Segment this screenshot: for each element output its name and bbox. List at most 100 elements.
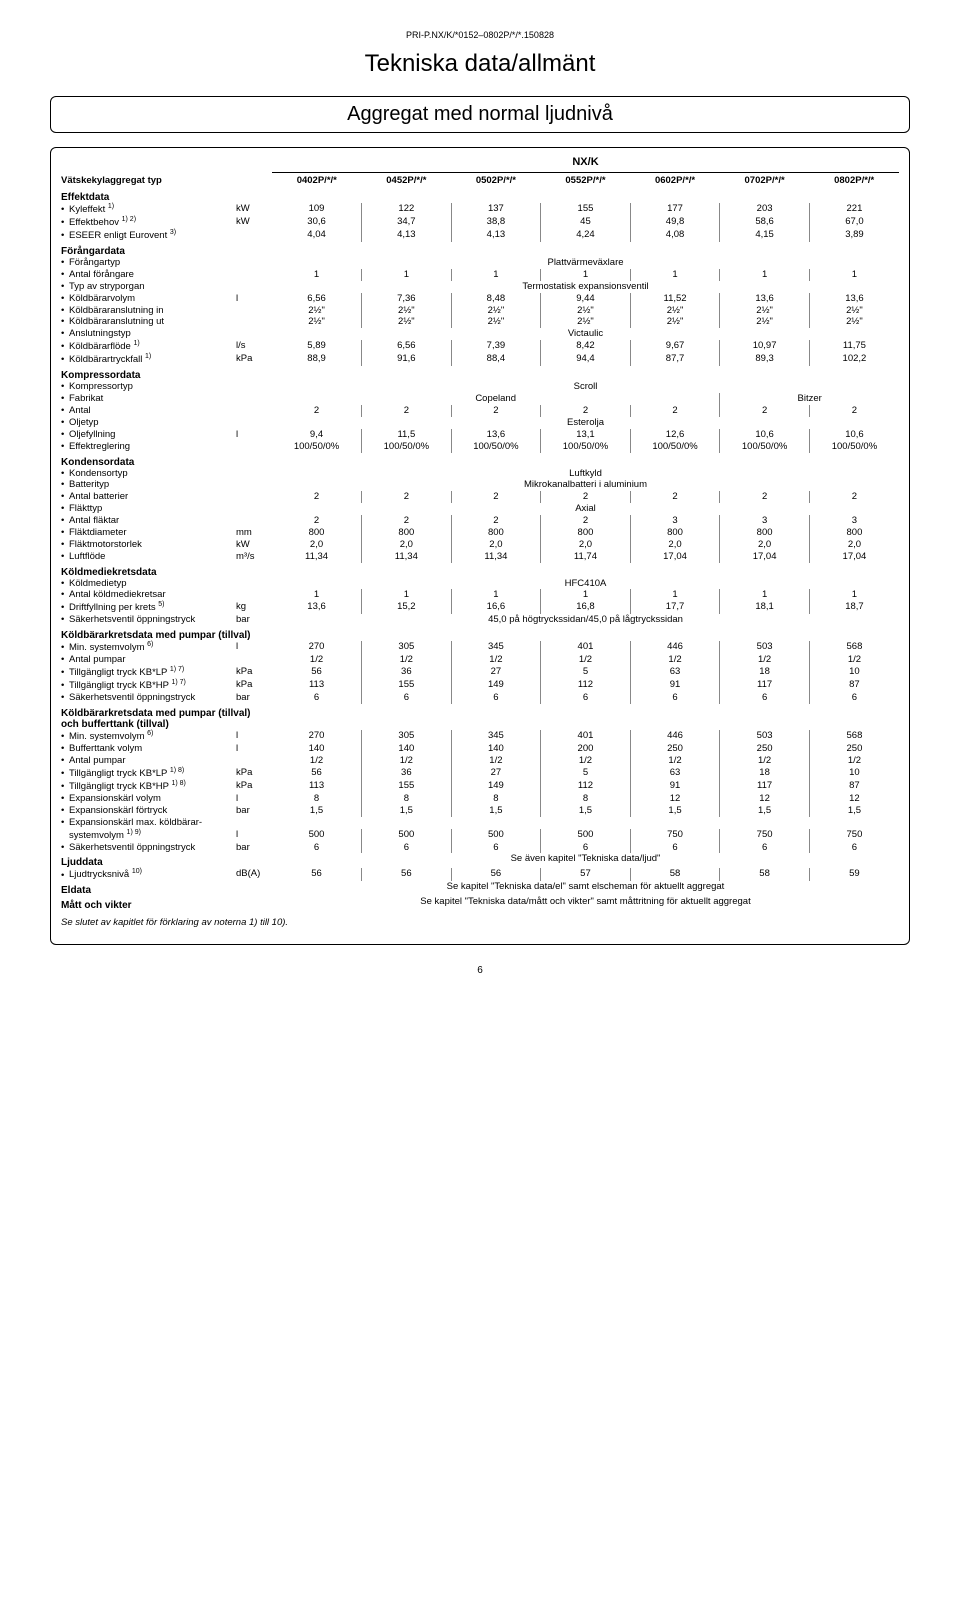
row-value: 1 xyxy=(720,269,810,281)
row-label: •Antal batterier xyxy=(61,491,236,503)
row-value: 6 xyxy=(451,842,541,854)
row-value: 2,0 xyxy=(272,539,362,551)
row-value: 12 xyxy=(630,793,720,805)
row-value: 2 xyxy=(272,405,362,417)
row-label: •Kondensortyp xyxy=(61,468,236,480)
row-label: •Antal fläktar xyxy=(61,515,236,527)
row-value: 345 xyxy=(451,641,541,654)
row-value: 91,6 xyxy=(362,353,452,366)
row-value: 2½" xyxy=(630,305,720,317)
row-value: 100/50/0% xyxy=(451,441,541,453)
row-value: 2,0 xyxy=(630,539,720,551)
row-value: 9,67 xyxy=(630,340,720,353)
row-value: 800 xyxy=(272,527,362,539)
row-value: 1/2 xyxy=(272,755,362,767)
row-value: 10 xyxy=(809,666,899,679)
row-value: 6 xyxy=(362,842,452,854)
row-value: 2,0 xyxy=(720,539,810,551)
row-value: 7,39 xyxy=(451,340,541,353)
row-span-value: 45,0 på högtryckssidan/45,0 på lågtrycks… xyxy=(272,614,899,626)
row-value: 12 xyxy=(809,793,899,805)
row-unit xyxy=(236,229,272,242)
row-unit xyxy=(236,269,272,281)
page: PRI-P.NX/K/*0152–0802P/*/*.150828 Teknis… xyxy=(0,0,960,1006)
row-unit xyxy=(236,654,272,666)
row-value: 63 xyxy=(630,767,720,780)
row-unit xyxy=(236,515,272,527)
row-unit xyxy=(236,441,272,453)
row-value: 100/50/0% xyxy=(362,441,452,453)
row-value: 8 xyxy=(272,793,362,805)
row-value: 221 xyxy=(809,203,899,216)
section-head-note: Se kapitel "Tekniska data/el" samt elsch… xyxy=(272,881,899,896)
row-value: 1/2 xyxy=(362,654,452,666)
row-value: 30,6 xyxy=(272,216,362,229)
model-header: 0502P/*/* xyxy=(451,173,541,189)
row-value: 2,0 xyxy=(362,539,452,551)
row-value: 113 xyxy=(272,780,362,793)
row-value: 6 xyxy=(809,692,899,704)
row-value: 2½" xyxy=(272,305,362,317)
row-value: 750 xyxy=(720,829,810,842)
doc-id: PRI-P.NX/K/*0152–0802P/*/*.150828 xyxy=(50,30,910,40)
row-unit xyxy=(236,393,272,405)
row-value: 1,5 xyxy=(362,805,452,817)
unit-type-label: Vätskekylaggregat typ xyxy=(61,173,272,189)
row-value: 1 xyxy=(630,269,720,281)
row-value: 10 xyxy=(809,767,899,780)
row-value: 1 xyxy=(809,589,899,601)
row-value: 1,5 xyxy=(272,805,362,817)
row-value: 1 xyxy=(272,269,362,281)
row-value: 177 xyxy=(630,203,720,216)
row-value: 5 xyxy=(541,767,631,780)
row-value: 2½" xyxy=(720,316,810,328)
row-value: 56 xyxy=(272,868,362,881)
row-unit: m³/s xyxy=(236,551,272,563)
row-label: •Köldmedietyp xyxy=(61,578,236,590)
row-value: 45 xyxy=(541,216,631,229)
row-unit xyxy=(236,491,272,503)
row-label: systemvolym 1) 9) xyxy=(61,829,236,842)
row-value: 1 xyxy=(451,589,541,601)
row-unit: kg xyxy=(236,601,272,614)
row-value: 11,34 xyxy=(272,551,362,563)
row-value: 250 xyxy=(630,743,720,755)
row-value: 117 xyxy=(720,780,810,793)
row-value: 88,4 xyxy=(451,353,541,366)
row-value: 2½" xyxy=(809,316,899,328)
row-value: 305 xyxy=(362,730,452,743)
row-value: 155 xyxy=(362,679,452,692)
row-value: 56 xyxy=(272,767,362,780)
row-value: 1 xyxy=(451,269,541,281)
row-value: 2,0 xyxy=(809,539,899,551)
row-label: •Antal pumpar xyxy=(61,755,236,767)
row-value: 89,3 xyxy=(720,353,810,366)
row-value: 34,7 xyxy=(362,216,452,229)
row-value: 100/50/0% xyxy=(272,441,362,453)
row-value: 10,6 xyxy=(809,429,899,441)
row-value: 11,52 xyxy=(630,293,720,305)
row-value: 4,13 xyxy=(451,229,541,242)
row-value: 56 xyxy=(451,868,541,881)
row-unit: bar xyxy=(236,614,272,626)
row-span-value: Plattvärmeväxlare xyxy=(272,257,899,269)
row-value: 1/2 xyxy=(272,654,362,666)
row-value: 109 xyxy=(272,203,362,216)
row-value: 122 xyxy=(362,203,452,216)
model-header: 0602P/*/* xyxy=(630,173,720,189)
row-label: •Expansionskärl max. köldbärar- xyxy=(61,817,236,829)
row-value: 67,0 xyxy=(809,216,899,229)
row-value: 250 xyxy=(720,743,810,755)
row-unit: kPa xyxy=(236,353,272,366)
row-value: 2 xyxy=(541,405,631,417)
row-value: 500 xyxy=(541,829,631,842)
row-value: 1,5 xyxy=(451,805,541,817)
row-unit xyxy=(236,503,272,515)
row-label: •Fabrikat xyxy=(61,393,236,405)
section-head: Kondensordata xyxy=(61,453,272,468)
row-unit xyxy=(236,381,272,393)
section-head: Kompressordata xyxy=(61,366,272,381)
row-label: •Köldbäraranslutning in xyxy=(61,305,236,317)
row-value: 11,74 xyxy=(541,551,631,563)
row-value: 1/2 xyxy=(809,755,899,767)
